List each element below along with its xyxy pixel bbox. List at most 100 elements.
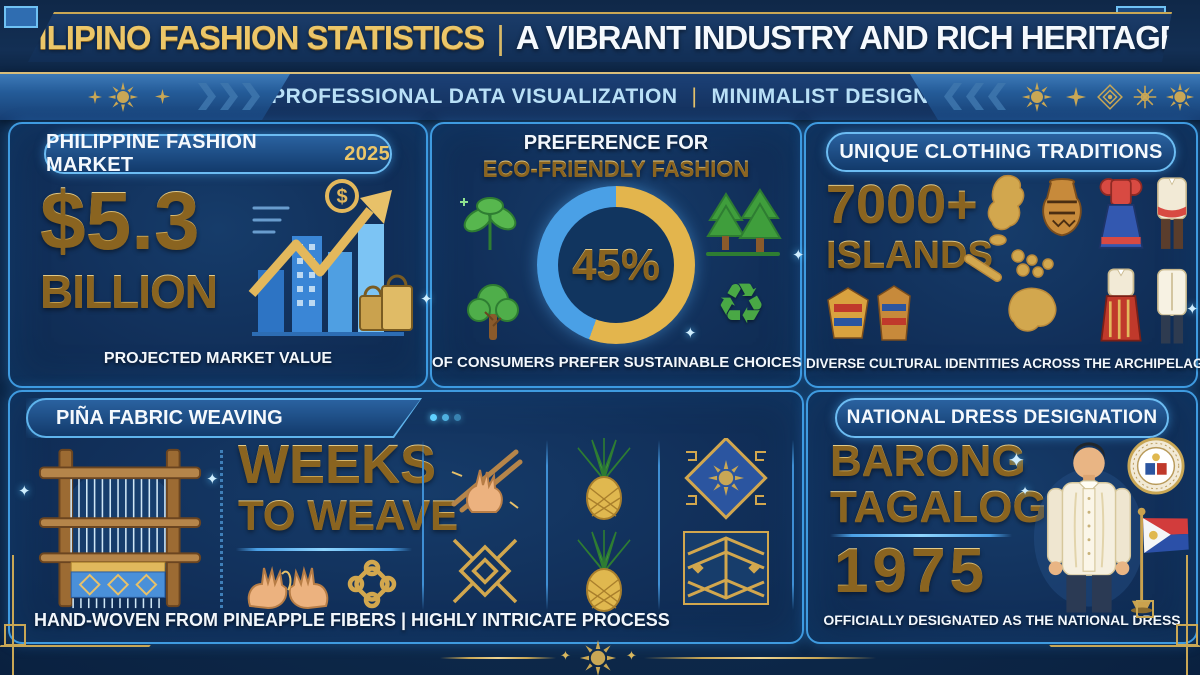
market-value: $5.3 bbox=[40, 175, 200, 266]
tree-icon bbox=[467, 284, 519, 340]
panel-eco: PREFERENCE FOR ECO-FRIENDLY FASHION 45% bbox=[430, 122, 802, 388]
market-header-year: 2025 bbox=[344, 142, 390, 165]
pina-header-text: PIÑA FABRIC WEAVING bbox=[56, 406, 283, 429]
traditions-caption: DIVERSE CULTURAL IDENTITIES ACROSS THE A… bbox=[806, 356, 1200, 371]
subtitle-separator: | bbox=[691, 85, 698, 108]
eco-header-line2: ECO-FRIENDLY FASHION bbox=[432, 156, 800, 182]
sparkle: ✦ bbox=[684, 325, 697, 342]
barong-value-line2: TAGALOG bbox=[830, 482, 1047, 531]
traditions-header-text: UNIQUE CLOTHING TRADITIONS bbox=[839, 140, 1163, 163]
star-icon: ✦ bbox=[626, 648, 637, 663]
recycle-icon: ♻ bbox=[716, 272, 767, 335]
panel-barong-header: NATIONAL DRESS DESIGNATION bbox=[835, 398, 1169, 438]
sub-banner-plate: PROFESSIONAL DATA VISUALIZATION | MINIMALI… bbox=[262, 74, 938, 120]
grid-divider bbox=[546, 440, 548, 610]
pina-value: WEEKS bbox=[238, 434, 437, 494]
loom-icon bbox=[38, 448, 202, 609]
corner-chip-left bbox=[4, 6, 38, 28]
subtitle-left: PROFESSIONAL DATA VISUALIZATION bbox=[271, 85, 678, 108]
sparkle: ✦ bbox=[420, 291, 433, 308]
panel-barong: NATIONAL DRESS DESIGNATION BARONG TAGALO… bbox=[806, 390, 1198, 644]
flag-pattern-icon bbox=[684, 438, 768, 520]
knot-icon bbox=[347, 559, 397, 609]
corner-deco-br bbox=[1136, 600, 1154, 618]
pine-trees-icon bbox=[706, 188, 782, 256]
pina-caption: HAND-WOVEN FROM PINEAPPLE FIBERS | HIGHL… bbox=[34, 610, 670, 630]
eco-caption: OF CONSUMERS PREFER SUSTAINABLE CHOICES bbox=[432, 354, 802, 371]
chevrons-icon bbox=[966, 83, 984, 110]
pineapple-icon bbox=[577, 530, 631, 612]
geometric-pattern-icon bbox=[683, 531, 769, 605]
corner-deco-bl bbox=[4, 624, 26, 646]
tribal-vessel-icon bbox=[1042, 178, 1082, 237]
corner-deco-br bbox=[1186, 555, 1188, 675]
eco-percent: 45% bbox=[571, 240, 661, 289]
philippines-map-icon bbox=[963, 174, 1057, 332]
title-banner: FILIPINO FASHION STATISTICS | A VIBRANT IN… bbox=[28, 12, 1172, 62]
sparkle: ✦ bbox=[1020, 484, 1031, 498]
dollar-icon bbox=[325, 179, 359, 213]
panel-market: PHILIPPINE FASHION MARKET 2025 $5.3 BILL… bbox=[8, 122, 428, 388]
chevrons-icon bbox=[988, 83, 1006, 110]
philippine-sun-icon bbox=[1022, 82, 1052, 112]
philippine-sun-icon bbox=[108, 82, 138, 112]
star-icon bbox=[155, 89, 170, 104]
footer-band: ✦ ✦ bbox=[0, 640, 1200, 675]
star-icon bbox=[1066, 87, 1086, 107]
hand-sticks-icon bbox=[451, 449, 523, 513]
page-title: FILIPINO FASHION STATISTICS | A VIBRANT IN… bbox=[19, 19, 1181, 57]
tribal-garment-icon bbox=[1100, 268, 1142, 342]
bar-chart-icon: $ bbox=[248, 179, 413, 336]
glow-dot bbox=[430, 414, 437, 421]
woven-diamond-icon bbox=[452, 538, 518, 604]
barong-man-icon bbox=[1033, 442, 1145, 613]
sparkle: ✦ bbox=[1186, 301, 1199, 318]
panel-market-header: PHILIPPINE FASHION MARKET 2025 bbox=[44, 131, 392, 176]
chevrons-icon bbox=[198, 83, 216, 110]
grid-divider bbox=[792, 440, 794, 610]
footer-line-left bbox=[440, 657, 556, 659]
snowflake-pattern-icon bbox=[1132, 84, 1158, 110]
header-band: FILIPINO FASHION STATISTICS | A VIBRANT IN… bbox=[0, 0, 1200, 72]
diamond-lattice-icon bbox=[1096, 83, 1124, 111]
pineapple-icon bbox=[577, 438, 631, 520]
market-value-unit: BILLION bbox=[40, 265, 218, 317]
dashed-divider bbox=[220, 450, 223, 608]
accent-underline bbox=[830, 534, 1012, 537]
pina-value-unit: TO WEAVE bbox=[238, 491, 459, 538]
sparkle: ✦ bbox=[206, 471, 219, 488]
sparkle: ✦ bbox=[792, 247, 805, 264]
tribal-garment-icon bbox=[827, 285, 911, 341]
eco-donut-hole: 45% bbox=[558, 207, 674, 323]
glow-dot bbox=[454, 414, 461, 421]
philippine-seal-icon bbox=[1127, 437, 1185, 495]
sparkle: ✦ bbox=[1008, 450, 1025, 472]
philippine-sun-icon bbox=[1166, 83, 1194, 111]
corner-deco-br bbox=[1176, 624, 1198, 646]
grid-divider bbox=[658, 440, 660, 610]
traditions-value-unit: ISLANDS bbox=[826, 234, 993, 276]
panel-traditions: UNIQUE CLOTHING TRADITIONS 7000+ ISLANDS bbox=[804, 122, 1200, 388]
chevrons-icon bbox=[220, 83, 238, 110]
traditions-value: 7000+ bbox=[826, 174, 978, 234]
growth-arrow-icon bbox=[248, 207, 374, 297]
barong-caption: OFFICIALLY DESIGNATED AS THE NATIONAL DR… bbox=[823, 612, 1181, 628]
panel-pina-header: PIÑA FABRIC WEAVING bbox=[26, 398, 422, 438]
title-right: A VIBRANT INDUSTRY AND RICH HERITAGE bbox=[515, 19, 1181, 56]
leaf-icon bbox=[460, 197, 517, 250]
chevrons-icon bbox=[242, 83, 260, 110]
star-icon bbox=[88, 90, 102, 104]
barong-header-text: NATIONAL DRESS DESIGNATION bbox=[846, 407, 1158, 428]
barong-value-line1: BARONG bbox=[830, 436, 1026, 485]
footer-glow-line bbox=[0, 670, 1200, 673]
svg-text:$: $ bbox=[336, 186, 347, 208]
weaving-hands-icon bbox=[247, 566, 329, 610]
chevrons-icon bbox=[944, 83, 962, 110]
corner-deco-bl bbox=[12, 555, 14, 675]
barong-year: 1975 bbox=[834, 536, 988, 605]
sub-banner: PROFESSIONAL DATA VISUALIZATION | MINIMALI… bbox=[0, 72, 1200, 120]
panel-traditions-header: UNIQUE CLOTHING TRADITIONS bbox=[826, 132, 1176, 172]
title-separator: | bbox=[496, 19, 504, 56]
barong-shirt-icon bbox=[1157, 268, 1187, 344]
